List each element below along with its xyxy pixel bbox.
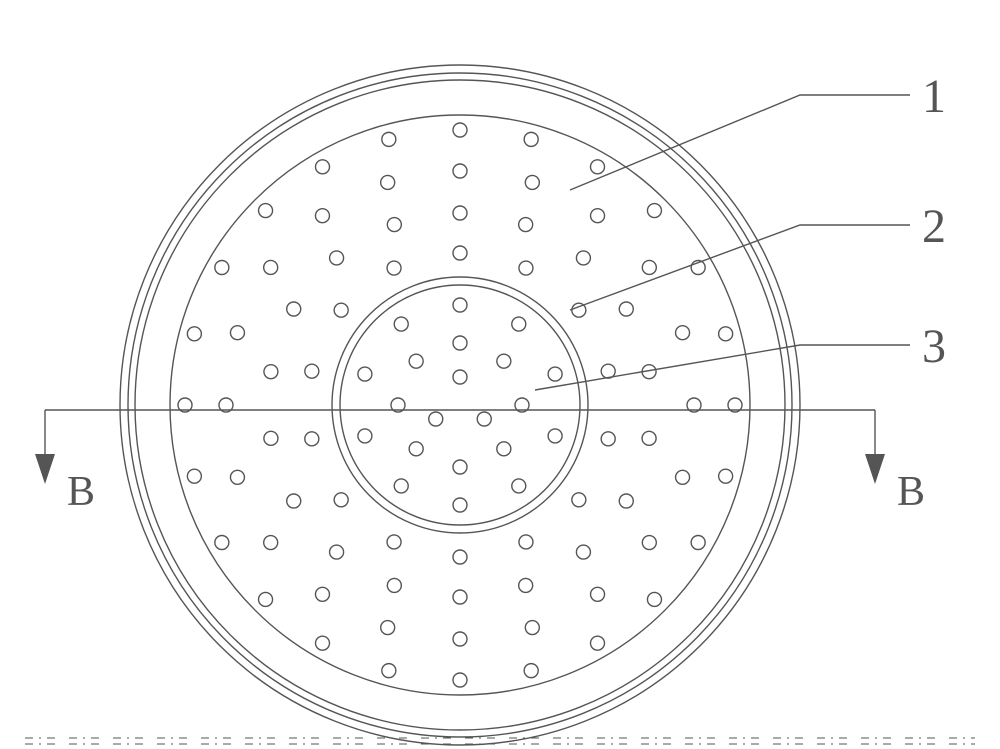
callout-label-2: 2 xyxy=(922,200,946,253)
callout-label-1: 1 xyxy=(922,70,946,123)
callout-label-3: 3 xyxy=(922,320,946,373)
figure-svg: B B 1 2 3 xyxy=(0,0,1000,749)
background xyxy=(0,0,1000,749)
section-label-left: B xyxy=(67,469,95,515)
section-label-right: B xyxy=(897,469,925,515)
